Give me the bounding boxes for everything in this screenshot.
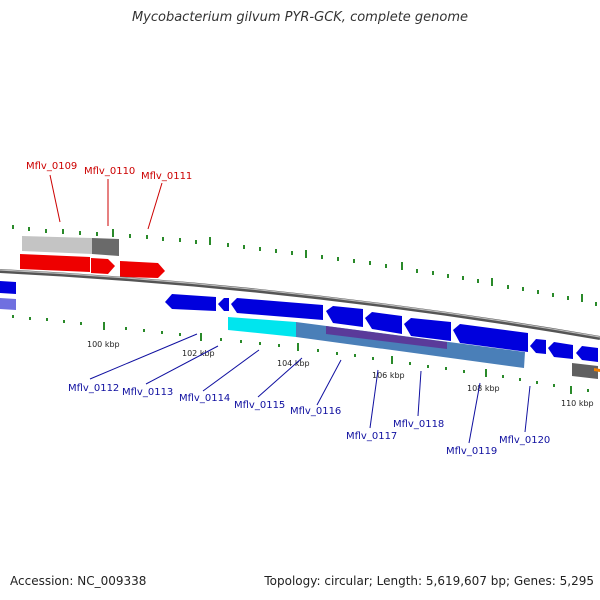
tick-label: 106 kbp [372,371,405,380]
gene-partial-left [0,281,16,294]
tick-label: 100 kbp [87,340,120,349]
forward-feature-bar [22,236,119,256]
gene-label-forward: Mflv_0111 [141,171,192,182]
tick-label: 104 kbp [277,359,310,368]
gene-label-forward: Mflv_0110 [84,166,135,177]
gene-label-reverse: Mflv_0117 [346,431,397,442]
gene-label-reverse: Mflv_0114 [179,393,230,404]
feature-partial-left [0,298,16,310]
reverse-genes [165,294,598,362]
feature-partial-right [572,363,598,379]
tick-label: 102 kbp [182,349,215,358]
gene-Mflv_0111 [120,261,165,278]
tick-label: 108 kbp [467,384,500,393]
gene-label-reverse: Mflv_0118 [393,419,444,430]
reverse-callout-lines [89,333,531,444]
forward-ticks [12,225,597,306]
genome-backbone [0,269,600,340]
gene-label-reverse: Mflv_0112 [68,383,119,394]
gene-label-reverse: Mflv_0119 [446,446,497,457]
forward-genes [20,254,165,278]
accession-label: Accession: NC_009338 [10,574,147,588]
gene-label-reverse: Mflv_0115 [234,400,285,411]
gene-Mflv_0109 [20,254,90,272]
gene-label-reverse: Mflv_0113 [122,387,173,398]
reverse-feature-bars [228,317,525,368]
map-title: Mycobacterium gilvum PYR-GCK, complete g… [131,10,469,25]
tick-label: 110 kbp [561,399,594,408]
gene-Mflv_0110 [91,258,115,274]
forward-callout-lines [49,174,163,230]
gene-label-reverse: Mflv_0116 [290,406,341,417]
reverse-ticks [12,315,589,394]
gene-label-reverse: Mflv_0120 [499,435,550,446]
genome-summary: Topology: circular; Length: 5,619,607 bp… [264,574,594,588]
gene-label-forward: Mflv_0109 [26,161,77,172]
